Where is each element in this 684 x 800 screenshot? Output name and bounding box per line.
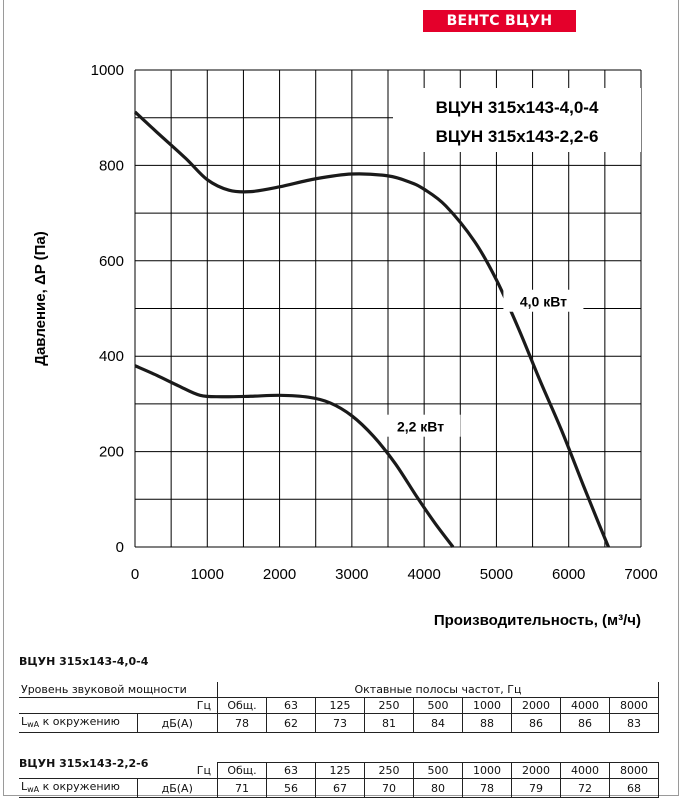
table1-col-1: 63 (266, 697, 316, 714)
x-axis-label: Производительность, (м³/ч) (434, 612, 641, 629)
table2-val-6: 79 (511, 778, 561, 798)
brand-tag: ВЕНТС ВЦУН (423, 10, 576, 32)
table2-val-3: 70 (364, 778, 414, 798)
table2-col-8: 8000 (609, 762, 659, 779)
x-tick-label: 0 (131, 566, 139, 583)
y-axis-label: Давление, ΔP (Па) (32, 231, 49, 365)
model-title-box (393, 88, 641, 152)
table1-value-row: LwA к окружению дБ(А) 78 62 73 81 84 88 … (19, 713, 659, 733)
series-curve-1 (133, 110, 610, 548)
y-tick-label: 800 (99, 157, 124, 174)
table2-row-unit: дБ(А) (136, 778, 218, 798)
table2-val-1: 56 (266, 778, 316, 798)
table1-val-6: 86 (511, 713, 561, 733)
y-tick-label: 200 (99, 444, 124, 461)
table2-hz-label: Гц (137, 762, 218, 779)
table2-col-1: 63 (266, 762, 316, 779)
table1-val-1: 62 (266, 713, 316, 733)
y-tick-label: 400 (99, 348, 124, 365)
table2-value-row: LwA к окружению дБ(А) 71 56 67 70 80 78 … (19, 778, 659, 798)
table1-header-row: Уровень звуковой мощности Октавные полос… (19, 682, 659, 698)
table2-freq-row: Гц Общ. 63 125 250 500 1000 2000 4000 80… (19, 762, 659, 779)
table2-col-3: 250 (364, 762, 414, 779)
table1-col-7: 4000 (560, 697, 610, 714)
table1-val-4: 84 (413, 713, 463, 733)
table2-col-7: 4000 (560, 762, 610, 779)
table1-freq-row: Гц Общ. 63 125 250 500 1000 2000 4000 80… (19, 697, 659, 714)
x-tick-label: 2000 (263, 566, 296, 583)
table2-val-4: 80 (413, 778, 463, 798)
y-tick-label: 1000 (91, 62, 124, 79)
x-tick-label: 7000 (624, 566, 657, 583)
table2-title: ВЦУН 315x143-2,2-6 (19, 757, 149, 770)
series-label: 2,2 кВт (397, 419, 444, 435)
table1-hz-label: Гц (137, 697, 218, 714)
table1-val-3: 81 (364, 713, 414, 733)
table1-val-8: 83 (609, 713, 659, 733)
table1-col-5: 1000 (462, 697, 512, 714)
x-tick-label: 5000 (480, 566, 513, 583)
table2-val-7: 72 (560, 778, 610, 798)
table1-header-left: Уровень звуковой мощности (19, 682, 218, 698)
series-label-bg (503, 289, 584, 312)
table1-col-4: 500 (413, 697, 463, 714)
series-label: 4,0 кВт (520, 294, 567, 310)
table1-col-2: 125 (315, 697, 365, 714)
table1-val-5: 88 (462, 713, 512, 733)
series-label-bg (380, 414, 461, 437)
fan-performance-chart: 0 1000 2000 3000 4000 5000 6000 7000 0 200 400 600 8… (32, 62, 658, 629)
model-title-line: ВЦУН 315x143-2,2-6 (436, 127, 599, 146)
x-tick-label: 1000 (191, 566, 224, 583)
table2-col-5: 1000 (462, 762, 512, 779)
table1-val-0: 78 (217, 713, 267, 733)
noise-table-1: Уровень звуковой мощности Октавные полос… (19, 682, 659, 733)
table1-col-0: Общ. (217, 697, 267, 714)
x-tick-label: 3000 (335, 566, 368, 583)
table1-col-3: 250 (364, 697, 414, 714)
table1-row-label: LwA к окружению (19, 713, 138, 733)
x-tick-label: 4000 (407, 566, 440, 583)
table1-val-7: 86 (560, 713, 610, 733)
x-tick-label: 6000 (552, 566, 585, 583)
table2-val-0: 71 (217, 778, 267, 798)
table1-header-right: Октавные полосы частот, Гц (217, 682, 659, 698)
table1-title: ВЦУН 315x143-4,0-4 (19, 655, 149, 668)
table1-row-unit: дБ(А) (136, 713, 218, 733)
table1-col-6: 2000 (511, 697, 561, 714)
series-curve-2 (134, 364, 455, 548)
table2-row-label: LwA к окружению (19, 778, 138, 798)
table1-val-2: 73 (315, 713, 365, 733)
table2-val-5: 78 (462, 778, 512, 798)
noise-table-2: Гц Общ. 63 125 250 500 1000 2000 4000 80… (19, 762, 659, 798)
y-tick-label: 0 (116, 539, 124, 556)
model-title-line: ВЦУН 315x143-4,0-4 (436, 98, 599, 117)
table1-col-8: 8000 (609, 697, 659, 714)
table2-col-4: 500 (413, 762, 463, 779)
table2-col-2: 125 (315, 762, 365, 779)
table2-val-2: 67 (315, 778, 365, 798)
table2-val-8: 68 (609, 778, 659, 798)
y-tick-label: 600 (99, 253, 124, 270)
table2-col-0: Общ. (217, 762, 267, 779)
table2-col-6: 2000 (511, 762, 561, 779)
